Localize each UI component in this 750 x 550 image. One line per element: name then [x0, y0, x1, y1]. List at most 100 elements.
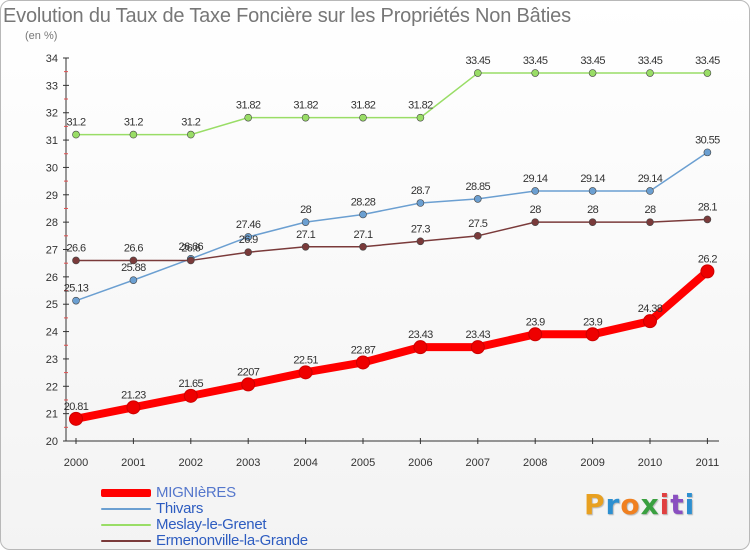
- data-point: [72, 256, 80, 265]
- data-point: [298, 365, 313, 380]
- data-point: [473, 195, 482, 203]
- data-point: [470, 340, 485, 355]
- data-label: 28.85: [466, 181, 491, 193]
- legend-swatch: [101, 524, 151, 526]
- chart-title: Evolution du Taux de Taxe Foncière sur l…: [3, 5, 571, 27]
- data-point: [129, 130, 138, 139]
- series-line-Ermenonville-la-Grande: [75, 218, 709, 262]
- data-point: [301, 242, 310, 251]
- data-point: [301, 218, 310, 226]
- y-tick-label: 26: [46, 272, 58, 284]
- data-point: [72, 296, 80, 305]
- x-tick-label: 2011: [696, 457, 720, 469]
- data-point: [703, 69, 712, 77]
- data-label: 29.14: [638, 173, 663, 185]
- data-point: [531, 218, 540, 226]
- logo-letter: t: [670, 488, 685, 521]
- x-tick-label: 2008: [523, 457, 547, 469]
- data-label: 28.1: [698, 201, 717, 213]
- data-point: [416, 113, 425, 122]
- data-label: 26.6: [124, 242, 143, 254]
- proxiti-logo: Proxiti: [584, 488, 695, 521]
- data-point: [588, 218, 597, 226]
- series-line-MIGNIèRES: [72, 267, 712, 423]
- y-tick-label: 24: [46, 327, 58, 339]
- data-point: [703, 148, 712, 157]
- data-point: [244, 233, 252, 241]
- data-point: [413, 340, 428, 355]
- data-label: 26.2: [698, 253, 717, 265]
- data-point: [416, 237, 425, 246]
- data-point: [187, 256, 195, 265]
- data-label: 29.14: [523, 173, 548, 185]
- data-point: [703, 215, 712, 224]
- x-tick-label: 2003: [236, 457, 260, 469]
- data-label: 26.9: [239, 234, 258, 246]
- data-label: 27.5: [468, 218, 487, 230]
- data-point: [129, 256, 138, 265]
- logo-letter: i: [659, 488, 671, 521]
- data-point: [187, 130, 195, 139]
- data-label: 28: [587, 204, 599, 216]
- logo-letter: x: [640, 488, 660, 521]
- logo-letter: i: [684, 488, 696, 521]
- x-tick-label: 2009: [580, 457, 604, 469]
- data-label: 29.14: [580, 173, 605, 185]
- data-label: 31.2: [181, 117, 200, 129]
- legend-swatch: [101, 508, 151, 510]
- series-line-Thivars: [75, 151, 709, 302]
- data-point: [588, 69, 597, 77]
- data-label: 31.2: [124, 117, 143, 129]
- legend-label: Thivars: [156, 500, 204, 517]
- legend-swatch: [101, 540, 151, 542]
- data-point: [646, 69, 654, 77]
- data-label: 28: [644, 204, 656, 216]
- data-point: [359, 210, 367, 219]
- data-label: 33.45: [466, 55, 491, 67]
- data-label: 25.88: [121, 262, 146, 274]
- y-tick-label: 21: [46, 409, 58, 421]
- x-tick-label: 2007: [466, 457, 490, 469]
- data-point: [69, 411, 83, 426]
- data-point: [585, 327, 600, 342]
- data-label: 28: [300, 204, 312, 216]
- y-tick-label: 34: [46, 53, 58, 65]
- data-point: [126, 400, 141, 415]
- data-label: 23.43: [466, 329, 491, 341]
- logo-letter: o: [620, 488, 641, 521]
- y-tick-label: 20: [46, 436, 58, 448]
- data-point: [528, 327, 543, 342]
- legend-label: Meslay-le-Grenet: [156, 516, 267, 533]
- data-label: 27.46: [236, 219, 261, 231]
- data-label: 23.9: [526, 316, 545, 328]
- data-label: 22.87: [351, 344, 376, 356]
- data-point: [244, 113, 252, 122]
- data-point: [531, 69, 540, 77]
- data-point: [416, 199, 425, 207]
- x-tick-label: 2002: [179, 457, 203, 469]
- data-label: 33.45: [638, 55, 663, 67]
- data-point: [531, 187, 540, 195]
- x-tick-label: 2001: [121, 457, 145, 469]
- legend-swatch: [101, 489, 151, 497]
- data-label: 26.66: [179, 241, 204, 253]
- data-point: [241, 377, 256, 392]
- data-label: 33.45: [523, 55, 548, 67]
- data-point: [473, 69, 482, 77]
- data-label: 20.81: [64, 401, 89, 413]
- y-tick-label: 23: [46, 354, 58, 366]
- data-label: 33.45: [695, 55, 720, 67]
- x-tick-label: 2004: [293, 457, 317, 469]
- data-label: 28: [530, 204, 542, 216]
- data-label: 23.43: [408, 329, 433, 341]
- x-tick-label: 2005: [351, 457, 375, 469]
- data-label: 27.1: [353, 229, 372, 241]
- y-tick-label: 32: [46, 108, 58, 120]
- y-tick-label: 30: [46, 162, 58, 174]
- data-label: 31.2: [66, 117, 85, 129]
- data-point: [129, 276, 138, 284]
- data-label: 22.51: [293, 354, 318, 366]
- y-tick-label: 25: [46, 299, 58, 311]
- data-point: [356, 355, 370, 370]
